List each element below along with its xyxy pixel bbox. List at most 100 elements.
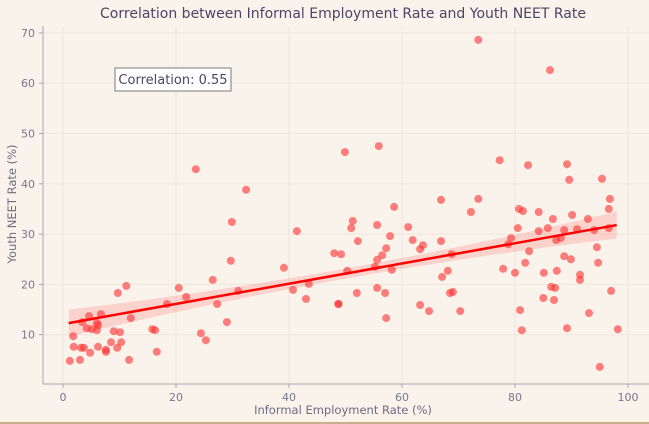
- data-point: [279, 263, 288, 272]
- y-tick-label: 40: [21, 178, 35, 191]
- data-point: [592, 243, 601, 252]
- x-tick-label: 0: [60, 391, 67, 404]
- data-point: [122, 281, 131, 290]
- data-point: [516, 306, 525, 315]
- data-point: [352, 289, 361, 297]
- data-point: [595, 362, 604, 371]
- data-point: [511, 268, 519, 277]
- annotation-box: [114, 67, 232, 92]
- data-point: [386, 232, 395, 241]
- x-tick-label: 80: [508, 391, 522, 404]
- y-tick-label: 60: [21, 77, 35, 90]
- data-point: [513, 224, 522, 233]
- data-point: [92, 326, 101, 335]
- data-point: [152, 347, 161, 356]
- x-tick-label: 40: [282, 391, 296, 404]
- data-point: [539, 294, 548, 302]
- data-point: [604, 204, 613, 213]
- data-point: [474, 194, 483, 203]
- data-point: [404, 223, 413, 232]
- axes: [42, 26, 649, 385]
- data-point: [551, 283, 560, 292]
- annotation-text: Correlation: 0.55: [118, 73, 227, 88]
- regression-line: [68, 223, 617, 325]
- data-point: [550, 296, 558, 304]
- data-point: [208, 275, 217, 284]
- data-point: [518, 207, 527, 215]
- data-point: [373, 255, 382, 264]
- data-point: [563, 160, 571, 169]
- data-point: [521, 258, 530, 267]
- data-point: [302, 295, 310, 303]
- data-point: [347, 224, 356, 233]
- data-point: [534, 227, 543, 236]
- data-point: [552, 266, 561, 275]
- data-point: [456, 307, 465, 316]
- data-point: [196, 329, 205, 338]
- data-point: [416, 301, 425, 309]
- data-point: [474, 35, 483, 44]
- data-point: [191, 165, 200, 174]
- data-point: [289, 285, 297, 294]
- data-point: [495, 156, 504, 165]
- y-axis-label: Youth NEET Rate (%): [5, 144, 19, 264]
- data-point: [126, 314, 135, 323]
- data-point: [373, 283, 382, 292]
- data-point: [330, 249, 339, 258]
- data-point: [598, 174, 606, 183]
- data-point: [382, 244, 391, 253]
- data-point: [387, 265, 396, 274]
- data-point: [565, 175, 574, 184]
- x-axis-label: Informal Employment Rate (%): [254, 403, 432, 417]
- data-point: [125, 355, 134, 364]
- data-point: [101, 347, 110, 356]
- data-point: [340, 148, 349, 157]
- data-point: [517, 326, 526, 335]
- data-point: [416, 245, 425, 254]
- data-point: [151, 326, 160, 335]
- chart-title: Correlation between Informal Employment …: [100, 6, 586, 22]
- data-point: [566, 255, 575, 264]
- data-point: [222, 318, 231, 327]
- data-point: [576, 275, 584, 284]
- data-point: [443, 266, 452, 275]
- data-point: [109, 327, 118, 336]
- data-point: [182, 293, 191, 301]
- data-point: [568, 211, 577, 219]
- data-point: [560, 226, 569, 235]
- data-point: [539, 268, 548, 277]
- data-point: [213, 300, 222, 308]
- data-point: [79, 343, 88, 352]
- data-point: [382, 314, 391, 323]
- data-point: [292, 227, 301, 236]
- data-point: [605, 194, 614, 203]
- data-point: [69, 342, 78, 351]
- data-point: [543, 224, 552, 233]
- data-point: [585, 309, 593, 318]
- y-tick-label: 30: [21, 228, 35, 241]
- data-point: [242, 185, 251, 194]
- data-point: [390, 202, 399, 211]
- y-tick-label: 20: [21, 278, 35, 291]
- data-point: [378, 251, 387, 260]
- x-tick-label: 100: [618, 391, 639, 404]
- y-tick-label: 10: [21, 329, 35, 342]
- data-point: [116, 328, 125, 337]
- data-point: [86, 348, 95, 357]
- data-point: [613, 325, 622, 334]
- y-tick-label: 70: [21, 27, 35, 40]
- x-ticks: 0 20 40 60 80 100: [60, 384, 639, 404]
- y-ticks: 10 20 30 40 50 60 70: [21, 27, 43, 342]
- data-point: [437, 195, 445, 204]
- data-point: [226, 256, 235, 265]
- data-point: [374, 142, 383, 151]
- data-point: [546, 66, 554, 75]
- data-point: [76, 355, 84, 364]
- data-point: [548, 215, 557, 223]
- data-point: [201, 336, 210, 345]
- data-point: [227, 218, 236, 226]
- data-point: [117, 338, 126, 347]
- data-point: [107, 338, 115, 347]
- data-point: [94, 342, 102, 351]
